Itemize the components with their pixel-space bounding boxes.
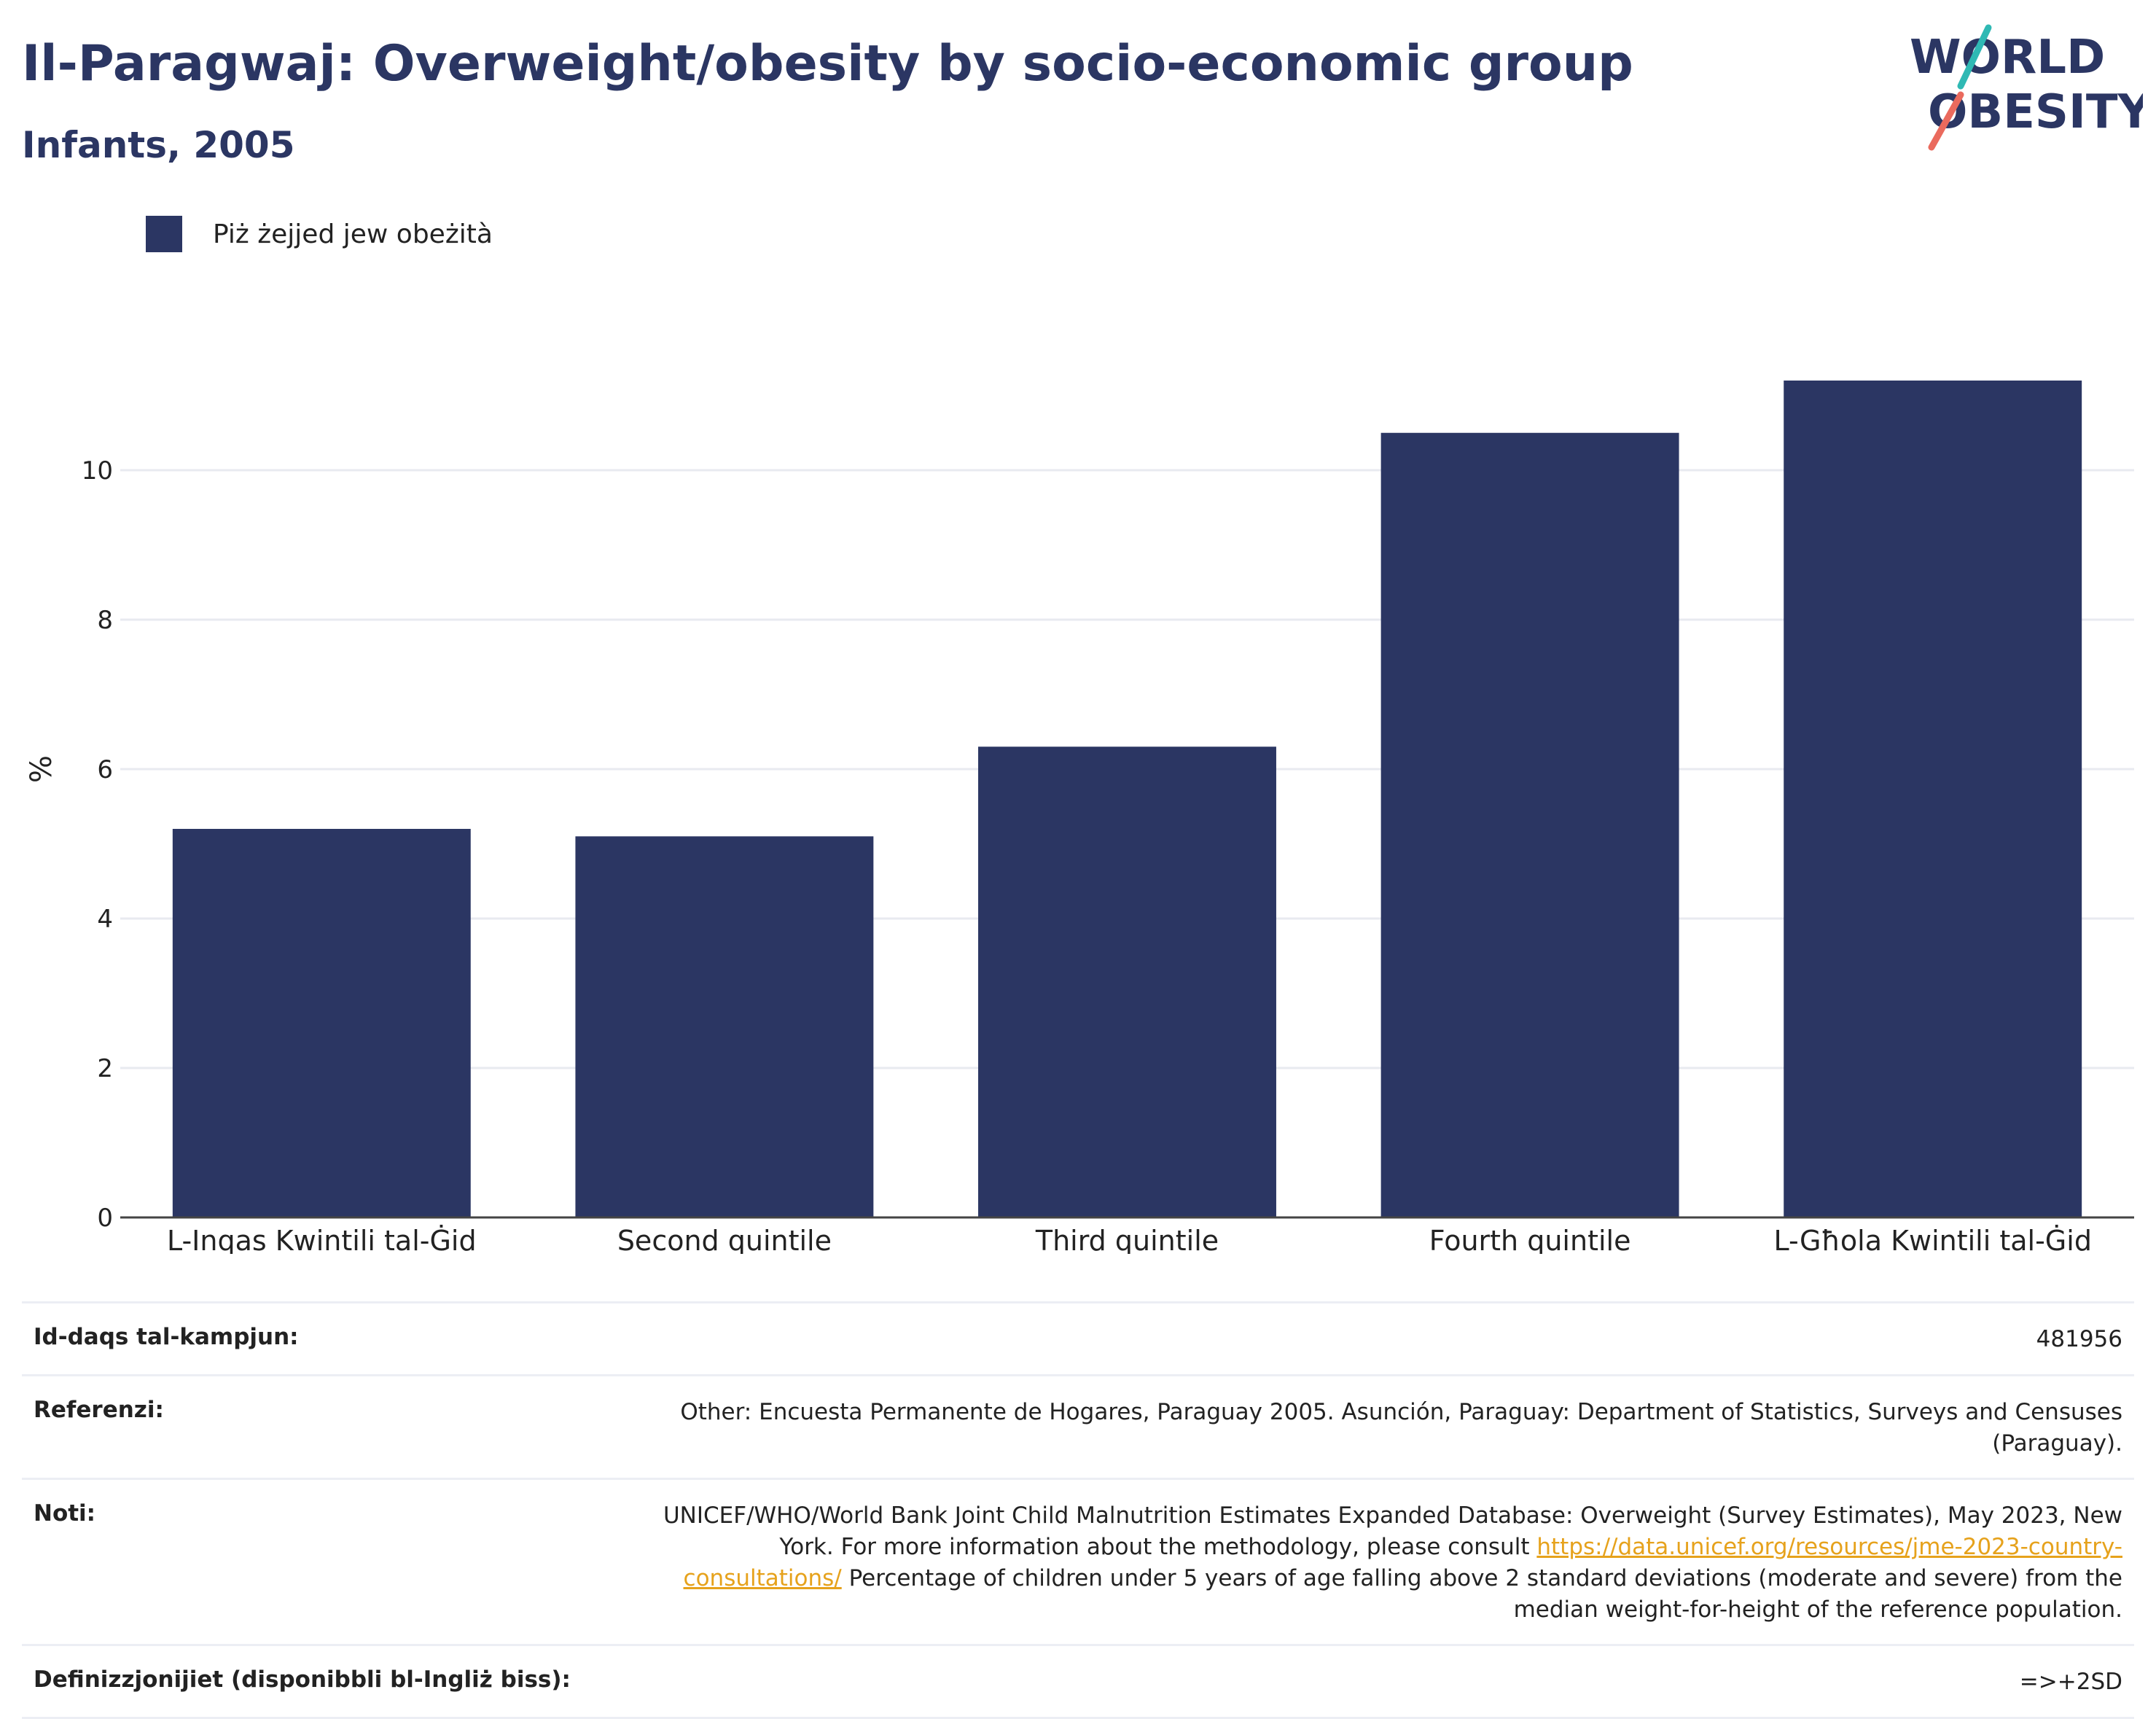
legend-swatch bbox=[146, 216, 182, 252]
x-tick-label: L-Inqas Kwintili tal-Ġid bbox=[167, 1225, 477, 1254]
definitions-label: Definizzjonijiet (disponibbli bl-Ingliż … bbox=[34, 1667, 571, 1693]
methodology-link[interactable]: https://data.unicef.org/resources/jme-20… bbox=[683, 1534, 2122, 1591]
world-obesity-logo: WORLD OBESITY bbox=[1910, 24, 2143, 151]
notes-text-1: UNICEF/WHO/World Bank Joint Child Malnut… bbox=[663, 1502, 2122, 1561]
notes-label: Noti: bbox=[34, 1500, 96, 1527]
y-tick-label: 4 bbox=[97, 905, 113, 934]
x-tick-label: Fourth quintile bbox=[1429, 1225, 1631, 1254]
definitions-row: Definizzjonijiet (disponibbli bl-Ingliż … bbox=[22, 1644, 2134, 1719]
bar bbox=[978, 747, 1276, 1217]
notes-text-2: Percentage of children under 5 years of … bbox=[841, 1564, 2122, 1623]
references-value: Other: Encuesta Permanente de Hogares, P… bbox=[680, 1398, 2122, 1457]
bar-chart: 0 2 4 6 8 10% L-Inqas Kwintili tal-Ġid Second q… bbox=[25, 381, 2134, 1254]
references-row: Referenzi: Other: Encuesta Permanente de… bbox=[22, 1373, 2134, 1478]
chart-subtitle: Infants, 2005 bbox=[22, 124, 295, 166]
x-tick-label: L-Għola Kwintili tal-Ġid bbox=[1773, 1225, 2092, 1254]
sample-size-label: Id-daqs tal-kampjun: bbox=[34, 1324, 299, 1350]
definitions-value: =>+2SD bbox=[2019, 1669, 2122, 1696]
bar bbox=[1380, 432, 1679, 1217]
bar bbox=[1784, 381, 2082, 1217]
y-tick-label: 10 bbox=[82, 456, 113, 486]
notes-row: Noti: UNICEF/WHO/World Bank Joint Child … bbox=[22, 1478, 2134, 1644]
x-tick-label: Third quintile bbox=[1035, 1225, 1219, 1254]
sample-size-row: Id-daqs tal-kampjun: 481956 bbox=[22, 1301, 2134, 1374]
y-tick-label: 2 bbox=[97, 1054, 113, 1083]
legend-label: Piż żejjed jew obeżità bbox=[213, 219, 493, 249]
chart-title: Il-Paragwaj: Overweight/obesity by socio… bbox=[22, 35, 1633, 93]
y-tick-label: 6 bbox=[97, 755, 113, 784]
chart-legend: Piż żejjed jew obeżità bbox=[146, 216, 493, 252]
y-axis-label: % bbox=[25, 755, 58, 783]
notes-value: UNICEF/WHO/World Bank Joint Child Malnut… bbox=[650, 1500, 2122, 1625]
x-tick-label: Second quintile bbox=[617, 1225, 832, 1254]
y-tick-label: 8 bbox=[97, 606, 113, 635]
sample-size-value: 481956 bbox=[2036, 1326, 2122, 1352]
bar bbox=[172, 829, 471, 1217]
metadata-table: Id-daqs tal-kampjun: 481956 Referenzi: O… bbox=[22, 1301, 2134, 1719]
bar bbox=[575, 836, 874, 1217]
references-label: Referenzi: bbox=[34, 1396, 164, 1423]
y-tick-label: 0 bbox=[97, 1204, 113, 1233]
logo-line1: WORLD bbox=[1910, 31, 2105, 85]
